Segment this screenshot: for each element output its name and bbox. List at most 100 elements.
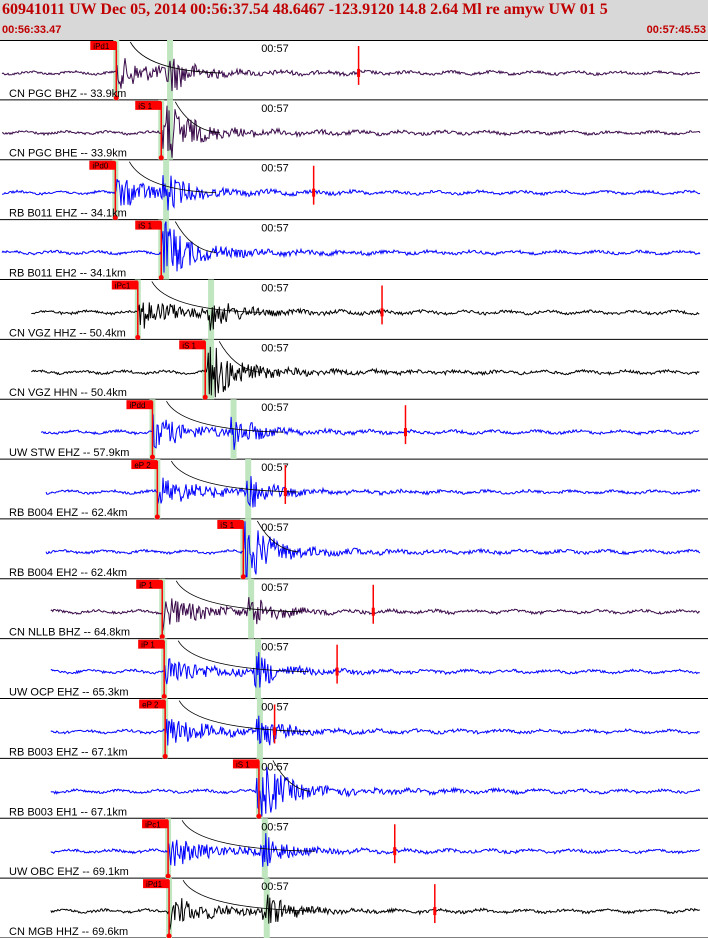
s-window-band <box>208 279 215 340</box>
pick-label: iPd0 <box>92 162 109 171</box>
waveform <box>50 767 701 817</box>
coda-curve <box>272 760 310 792</box>
pick-dot <box>161 694 167 700</box>
station-label: CN PGC BHZ -- 33.9km <box>9 88 126 100</box>
waveform <box>1 58 701 92</box>
pick-tag <box>136 579 163 589</box>
pick-dot <box>154 514 160 520</box>
coda-curve <box>129 41 221 74</box>
pick-dot <box>166 933 172 938</box>
amplitude-mark-bar <box>335 667 339 676</box>
pick-tag <box>179 340 206 350</box>
time-tick-label: 00:57 <box>261 522 289 534</box>
pick-dot <box>112 215 118 221</box>
amplitude-mark-bar <box>312 188 316 197</box>
coda-curve <box>128 161 217 194</box>
amplitude-mark-bar <box>283 487 287 496</box>
station-label: RB B011 EH2 -- 34.1km <box>9 267 126 279</box>
s-window-band <box>256 698 263 759</box>
pick-tag <box>135 220 162 230</box>
pick-label: eP 2 <box>142 701 159 710</box>
time-tick-label: 00:57 <box>261 163 289 175</box>
coda-curve <box>218 341 262 373</box>
pick-label: iS 1 <box>220 521 234 530</box>
time-tick-label: 00:57 <box>261 642 289 654</box>
amplitude-mark-bar <box>273 727 277 736</box>
coda-curve <box>177 640 308 672</box>
station-label: CN PGC BHE -- 33.9km <box>9 148 127 160</box>
waveform <box>45 521 701 578</box>
time-tick-label: 00:57 <box>261 582 289 594</box>
coda-curve <box>170 460 299 493</box>
s-window-band <box>163 159 170 220</box>
pick-tag <box>232 759 259 769</box>
waveform <box>45 476 701 508</box>
station-label: UW STW EHZ -- 57.9km <box>9 447 129 459</box>
pick-dot <box>256 813 262 819</box>
station-label: RB B004 EHZ -- 62.4km <box>9 507 128 519</box>
time-tick-label: 00:57 <box>261 761 289 773</box>
station-label: CN VGZ HHZ -- 50.4km <box>9 327 126 339</box>
pick-tag <box>139 699 166 709</box>
time-tick-label: 00:57 <box>261 342 289 354</box>
pick-label: iPdd <box>129 401 145 410</box>
trace-row: 00:57 iPd1 CN MGB HHZ -- 69.6km <box>0 878 708 938</box>
pick-tag <box>142 819 169 829</box>
coda-curve <box>166 401 284 433</box>
waveform <box>1 221 701 273</box>
time-tick-label: 00:57 <box>261 821 289 833</box>
waveform <box>50 652 700 689</box>
station-label: RB B011 EHZ -- 34.1km <box>9 208 127 220</box>
pick-label: iS 1 <box>182 341 196 350</box>
waveform <box>50 894 700 930</box>
amplitude-mark-bar <box>433 907 437 916</box>
s-window-band <box>167 40 174 100</box>
seismogram-panel: 00:57 iPd1 CN PGC BHZ -- 33.9km 00:57 iS 1 CN… <box>0 40 708 938</box>
coda-curve <box>256 520 299 553</box>
pick-dot <box>158 155 164 161</box>
trace-row: 00:57 eP 2 RB B004 EHZ -- 62.4km <box>0 459 708 520</box>
pick-tag <box>135 100 162 110</box>
trace-row: 00:57 iPd1 CN PGC BHZ -- 33.9km <box>0 40 708 101</box>
station-label: CN NLLB BHZ -- 64.8km <box>9 627 130 639</box>
coda-curve <box>174 221 217 253</box>
trace-row: 00:57 iPc1 CN VGZ HHZ -- 50.4km <box>0 279 708 340</box>
coda-curve <box>174 101 221 134</box>
pick-label: iPd1 <box>146 880 163 889</box>
waveform <box>1 175 701 211</box>
amplitude-mark-bar <box>357 68 361 77</box>
coda-curve <box>175 580 302 613</box>
trace-row: 00:57 iS 1 RB B011 EH2 -- 34.1km <box>0 219 708 280</box>
trace-row: 00:57 iS 1 RB B004 EH2 -- 62.4km <box>0 518 708 580</box>
pick-label: iPc1 <box>145 820 161 829</box>
time-tick-label: 00:57 <box>261 881 289 893</box>
pick-label: iS 1 <box>138 222 152 231</box>
s-window-band <box>167 99 174 160</box>
pick-dot <box>240 574 246 580</box>
event-title: 60941011 UW Dec 05, 2014 00:56:37.54 48.… <box>2 1 608 18</box>
window-start-time: 00:56:33.47 <box>2 24 62 36</box>
time-tick-label: 00:57 <box>261 223 289 235</box>
coda-curve <box>182 879 317 912</box>
pick-dot <box>162 753 168 759</box>
waveform <box>50 597 701 631</box>
station-label: CN MGB HHZ -- 69.6km <box>9 926 128 938</box>
pick-dot <box>113 95 119 101</box>
pick-tag <box>138 639 165 649</box>
coda-curve <box>151 281 262 313</box>
pick-tag <box>143 879 170 889</box>
amplitude-mark-bar <box>371 607 375 616</box>
pick-tag <box>89 160 116 170</box>
waveform <box>50 715 700 746</box>
trace-row: 00:57 iP 1 CN NLLB BHZ -- 64.8km <box>0 578 708 640</box>
time-tick-label: 00:57 <box>261 462 289 474</box>
coda-curve <box>178 700 310 732</box>
station-label: RB B004 EH2 -- 62.4km <box>9 567 127 579</box>
pick-tag <box>111 280 138 290</box>
time-tick-label: 00:57 <box>261 402 289 414</box>
pick-tag <box>131 460 158 470</box>
pick-tag <box>126 400 153 410</box>
pick-label: iP 1 <box>139 581 153 590</box>
trace-row: 00:57 iS 1 CN VGZ HHN -- 50.4km <box>0 339 708 400</box>
